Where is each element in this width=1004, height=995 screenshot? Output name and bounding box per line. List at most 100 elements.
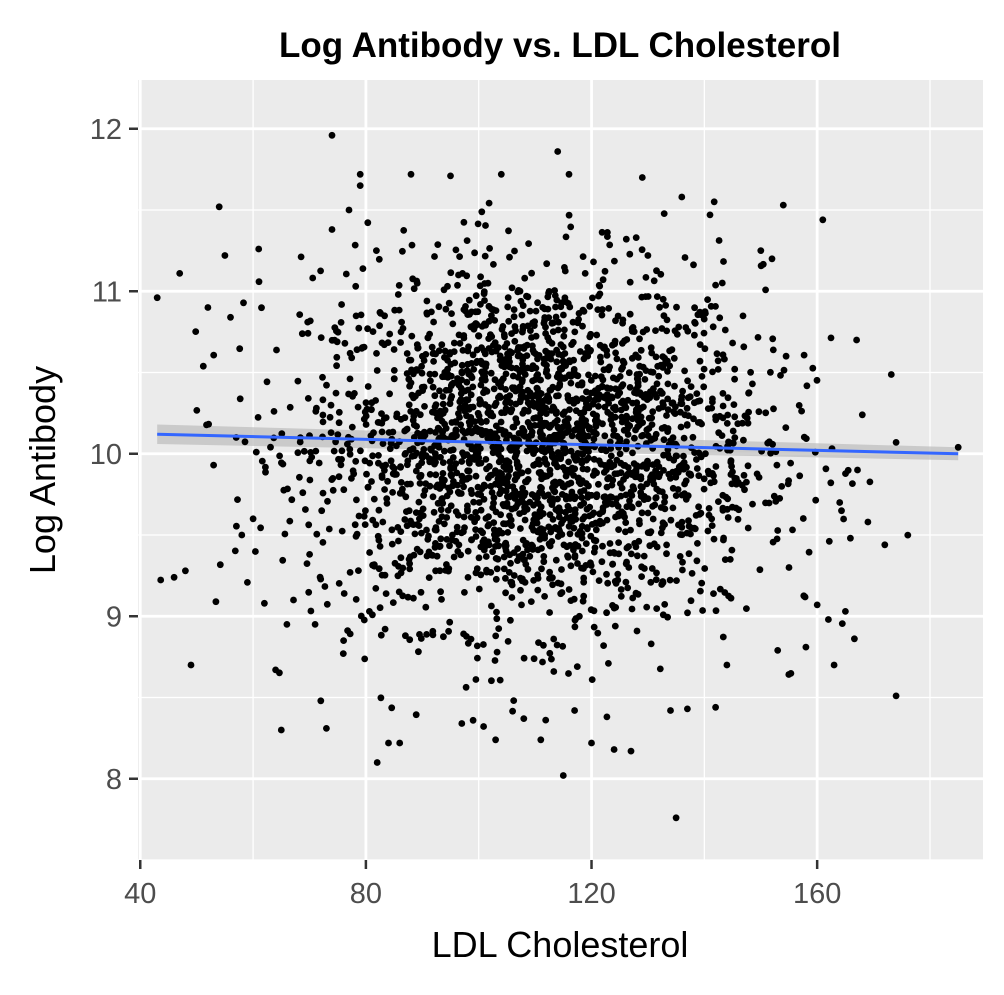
scatter-point bbox=[236, 395, 244, 403]
scatter-point bbox=[639, 484, 646, 491]
scatter-point bbox=[494, 530, 502, 538]
scatter-point bbox=[648, 421, 656, 428]
scatter-point bbox=[454, 511, 462, 519]
scatter-point bbox=[340, 637, 347, 644]
scatter-point bbox=[306, 317, 314, 325]
scatter-point bbox=[338, 301, 345, 308]
scatter-point bbox=[474, 654, 481, 662]
scatter-point bbox=[712, 413, 719, 420]
scatter-point bbox=[303, 560, 311, 567]
scatter-point bbox=[610, 549, 618, 556]
scatter-point bbox=[842, 470, 849, 477]
scatter-point bbox=[662, 302, 670, 309]
scatter-point bbox=[413, 521, 421, 528]
scatter-point bbox=[704, 467, 712, 475]
scatter-point bbox=[585, 371, 592, 379]
scatter-point bbox=[555, 350, 562, 358]
scatter-point bbox=[474, 308, 482, 316]
scatter-point bbox=[481, 252, 489, 260]
scatter-point bbox=[633, 414, 641, 422]
scatter-point bbox=[739, 419, 746, 427]
scatter-point bbox=[538, 565, 545, 573]
scatter-point bbox=[719, 402, 727, 410]
scatter-point bbox=[278, 430, 286, 438]
scatter-point bbox=[543, 366, 551, 374]
scatter-point bbox=[659, 524, 666, 532]
scatter-point bbox=[589, 400, 597, 408]
scatter-point bbox=[397, 339, 404, 346]
scatter-point bbox=[765, 438, 773, 446]
scatter-point bbox=[693, 390, 701, 397]
scatter-point bbox=[463, 272, 471, 280]
scatter-point bbox=[438, 596, 445, 603]
scatter-point bbox=[580, 499, 588, 507]
scatter-point bbox=[607, 385, 614, 392]
scatter-point bbox=[523, 341, 531, 349]
scatter-point bbox=[453, 432, 460, 439]
scatter-point bbox=[429, 551, 436, 559]
scatter-point bbox=[696, 341, 704, 348]
scatter-point bbox=[674, 486, 682, 493]
scatter-point bbox=[383, 500, 391, 507]
scatter-point bbox=[541, 532, 548, 539]
scatter-point bbox=[782, 424, 790, 431]
scatter-point bbox=[454, 281, 461, 289]
scatter-point bbox=[669, 504, 677, 512]
scatter-point bbox=[390, 375, 398, 383]
scatter-point bbox=[296, 473, 303, 481]
scatter-point bbox=[562, 298, 570, 306]
scatter-point bbox=[604, 579, 612, 587]
scatter-point bbox=[649, 408, 657, 416]
scatter-point bbox=[478, 208, 486, 216]
scatter-point bbox=[691, 320, 699, 327]
scatter-point bbox=[346, 569, 354, 576]
scatter-point bbox=[524, 322, 532, 330]
scatter-point bbox=[157, 576, 165, 584]
scatter-point bbox=[420, 428, 428, 436]
scatter-point bbox=[729, 427, 737, 435]
scatter-point bbox=[507, 559, 514, 567]
scatter-point bbox=[688, 570, 696, 577]
scatter-point bbox=[488, 333, 496, 340]
scatter-point bbox=[471, 418, 479, 425]
scatter-point bbox=[650, 385, 657, 393]
scatter-point bbox=[576, 612, 583, 620]
scatter-point bbox=[473, 565, 481, 573]
scatter-point bbox=[699, 607, 706, 614]
scatter-point bbox=[423, 631, 430, 638]
scatter-point bbox=[508, 284, 516, 292]
scatter-point bbox=[744, 419, 752, 427]
scatter-point bbox=[288, 496, 296, 504]
scatter-point bbox=[673, 577, 680, 584]
scatter-point bbox=[573, 455, 581, 462]
y-tick-label: 11 bbox=[92, 276, 122, 308]
scatter-point bbox=[436, 387, 443, 395]
scatter-point bbox=[263, 378, 271, 386]
scatter-point bbox=[397, 328, 405, 336]
scatter-point bbox=[405, 507, 413, 515]
scatter-point bbox=[601, 343, 608, 351]
scatter-point bbox=[770, 492, 778, 500]
scatter-point bbox=[420, 383, 428, 391]
scatter-point bbox=[500, 463, 508, 470]
scatter-point bbox=[537, 483, 544, 491]
scatter-point bbox=[660, 312, 668, 320]
scatter-point bbox=[657, 504, 665, 511]
scatter-point bbox=[604, 229, 611, 236]
scatter-point bbox=[361, 521, 369, 528]
scatter-point bbox=[531, 392, 538, 399]
x-axis-title: LDL Cholesterol bbox=[432, 924, 689, 965]
scatter-point bbox=[838, 507, 845, 515]
scatter-point bbox=[489, 412, 497, 420]
scatter-point bbox=[493, 434, 501, 442]
scatter-point bbox=[468, 454, 476, 462]
scatter-point bbox=[470, 366, 478, 373]
scatter-point bbox=[704, 296, 711, 303]
scatter-point bbox=[658, 325, 666, 332]
scatter-point bbox=[368, 399, 376, 407]
scatter-point bbox=[539, 526, 547, 533]
scatter-point bbox=[706, 211, 714, 219]
scatter-point bbox=[302, 506, 309, 513]
scatter-point bbox=[596, 510, 603, 518]
scatter-point bbox=[596, 282, 604, 290]
